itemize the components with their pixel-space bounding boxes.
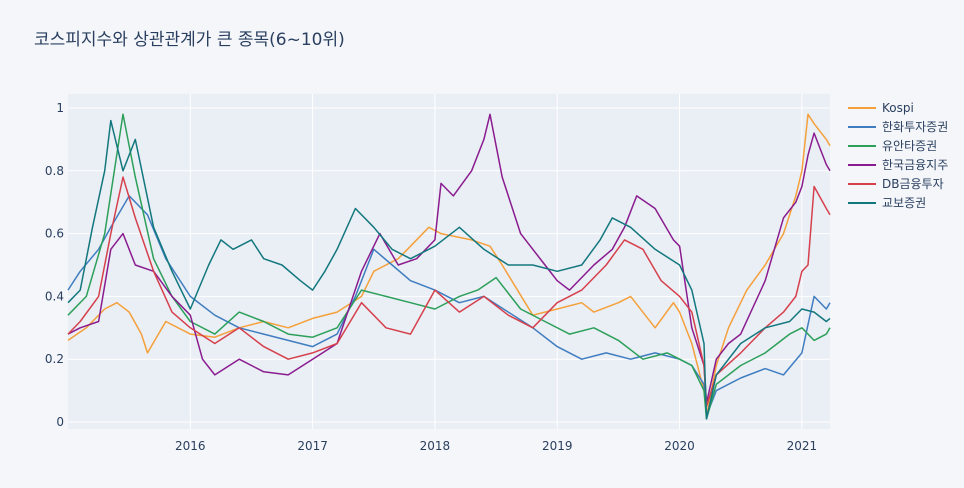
x-tick-label: 2018	[420, 439, 451, 453]
chart-title: 코스피지수와 상관관계가 큰 종목(6~10위)	[34, 30, 345, 50]
legend-item-label[interactable]: 한국금융지주	[882, 158, 948, 172]
legend-item-label[interactable]: 유안타증권	[882, 139, 937, 153]
y-tick-label: 0.6	[45, 227, 64, 241]
legend-item-label[interactable]: DB금융투자	[882, 177, 944, 191]
y-tick-label: 0.8	[45, 164, 64, 178]
y-tick-label: 0	[56, 415, 64, 429]
series-line-2[interactable]	[67, 113, 831, 420]
y-tick-label: 1	[56, 101, 64, 115]
legend-item-label[interactable]: Kospi	[882, 101, 914, 115]
x-tick-label: 2019	[542, 439, 573, 453]
series-line-3[interactable]	[67, 113, 831, 404]
legend-item-label[interactable]: 한화투자증권	[882, 120, 948, 134]
x-tick-label: 2016	[175, 439, 206, 453]
x-tick-label: 2021	[787, 439, 818, 453]
x-tick-label: 2020	[664, 439, 695, 453]
plot-area	[68, 94, 830, 429]
x-tick-label: 2017	[297, 439, 328, 453]
series-line-0[interactable]	[67, 113, 831, 417]
series-layer	[67, 113, 831, 420]
y-tick-label: 0.4	[45, 289, 64, 303]
y-tick-label: 0.2	[45, 352, 64, 366]
series-line-1[interactable]	[67, 195, 831, 417]
series-line-5[interactable]	[67, 119, 831, 420]
axis-layer: 0 0.2 0.4 0.6 0.8 1 2016 2017 2018 2019 2020 2021	[45, 101, 817, 453]
legend-item-label[interactable]: 교보증권	[882, 196, 926, 210]
